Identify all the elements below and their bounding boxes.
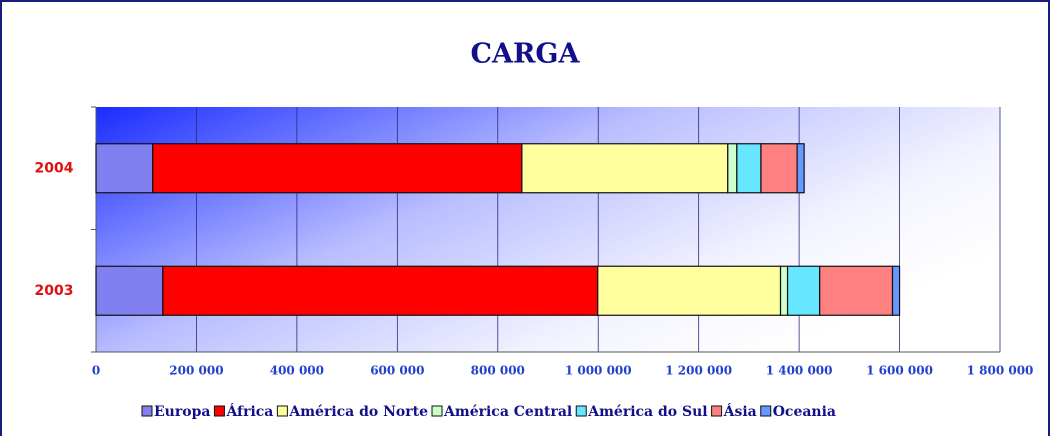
x-tick-label: 1 000 000 bbox=[565, 364, 632, 378]
y-tick-label: 2004 bbox=[35, 160, 74, 176]
legend-label: América Central bbox=[443, 404, 572, 420]
bar-segment bbox=[819, 265, 894, 316]
chart-title: CARGA bbox=[471, 39, 581, 70]
x-tick-label: 800 000 bbox=[471, 364, 525, 378]
bar-segment bbox=[162, 265, 599, 316]
legend-label: América do Norte bbox=[288, 404, 428, 420]
bar-segment bbox=[891, 265, 901, 316]
legend-swatch bbox=[575, 405, 587, 417]
legend-label: África bbox=[225, 402, 273, 420]
legend-swatch bbox=[141, 405, 153, 417]
legend-swatch bbox=[760, 405, 772, 417]
legend-label: Oceania bbox=[773, 404, 836, 420]
x-tick-label: 1 200 000 bbox=[665, 364, 732, 378]
legend-label: América do Sul bbox=[587, 404, 707, 420]
bar-segment bbox=[597, 265, 782, 316]
bar-segment bbox=[521, 143, 729, 194]
bar-segment bbox=[152, 143, 523, 194]
legend-swatch bbox=[213, 405, 225, 417]
legend-swatch bbox=[431, 405, 443, 417]
x-tick-label: 400 000 bbox=[270, 364, 324, 378]
x-tick-label: 1 600 000 bbox=[866, 364, 933, 378]
bar-segment bbox=[727, 143, 738, 194]
bar-segment bbox=[779, 265, 789, 316]
legend-swatch bbox=[276, 405, 288, 417]
x-tick-label: 0 bbox=[92, 364, 100, 378]
x-tick-label: 1 400 000 bbox=[766, 364, 833, 378]
x-tick-label: 600 000 bbox=[370, 364, 424, 378]
bar-segment bbox=[95, 265, 164, 316]
bar-segment bbox=[796, 143, 805, 194]
bar-segment bbox=[760, 143, 798, 194]
legend-label: Europa bbox=[154, 404, 210, 420]
x-tick-label: 200 000 bbox=[169, 364, 223, 378]
y-tick-label: 2003 bbox=[35, 283, 74, 299]
bar-segment bbox=[95, 143, 154, 194]
legend-swatch bbox=[711, 405, 723, 417]
legend-label: Ásia bbox=[723, 402, 757, 420]
bar-segment bbox=[736, 143, 762, 194]
x-tick-label: 1 800 000 bbox=[967, 364, 1034, 378]
bar-segment bbox=[786, 265, 821, 316]
